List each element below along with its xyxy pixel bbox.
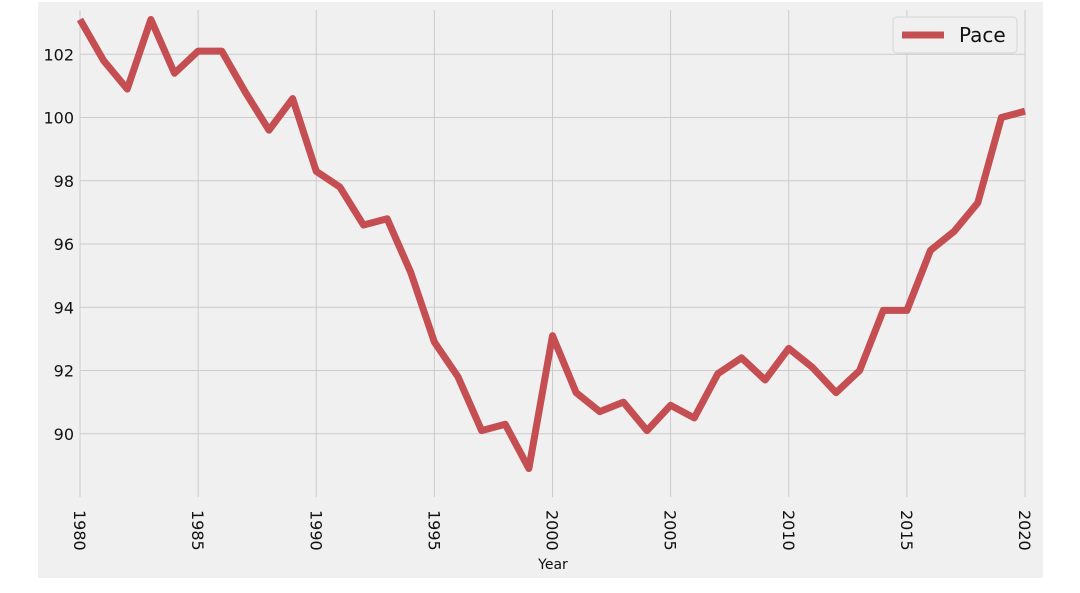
y-tick-labels: 90 92 94 96 98 100 102 — [43, 45, 74, 443]
y-tick-label: 102 — [43, 45, 74, 64]
y-tick-label: 90 — [54, 425, 74, 444]
x-tick-label: 2005 — [661, 510, 680, 551]
legend: Pace — [892, 16, 1018, 54]
legend-box — [892, 16, 1018, 54]
x-tick-label: 2015 — [897, 510, 916, 551]
x-tick-label: 2000 — [543, 510, 562, 551]
x-tick-label: 1995 — [424, 510, 443, 551]
legend-label-pace: Pace — [959, 23, 1006, 47]
x-tick-label: 1990 — [306, 510, 325, 551]
x-tick-labels: 1980 1985 1990 1995 2000 2005 2010 2015 2020 — [70, 510, 1034, 551]
x-tick-label: 2020 — [1015, 510, 1034, 551]
x-tick-label: 1985 — [188, 510, 207, 551]
y-tick-label: 98 — [54, 172, 74, 191]
y-tick-label: 96 — [54, 235, 74, 254]
y-tick-label: 92 — [54, 362, 74, 381]
y-tick-label: 100 — [43, 109, 74, 128]
y-tick-label: 94 — [54, 298, 74, 317]
x-tick-label: 2010 — [779, 510, 798, 551]
plot-background — [38, 2, 1043, 578]
x-gridlines — [79, 10, 1026, 497]
series-line-pace — [76, 15, 1026, 473]
x-tick-label: 1980 — [70, 510, 89, 551]
x-axis-label: Year — [537, 557, 568, 573]
